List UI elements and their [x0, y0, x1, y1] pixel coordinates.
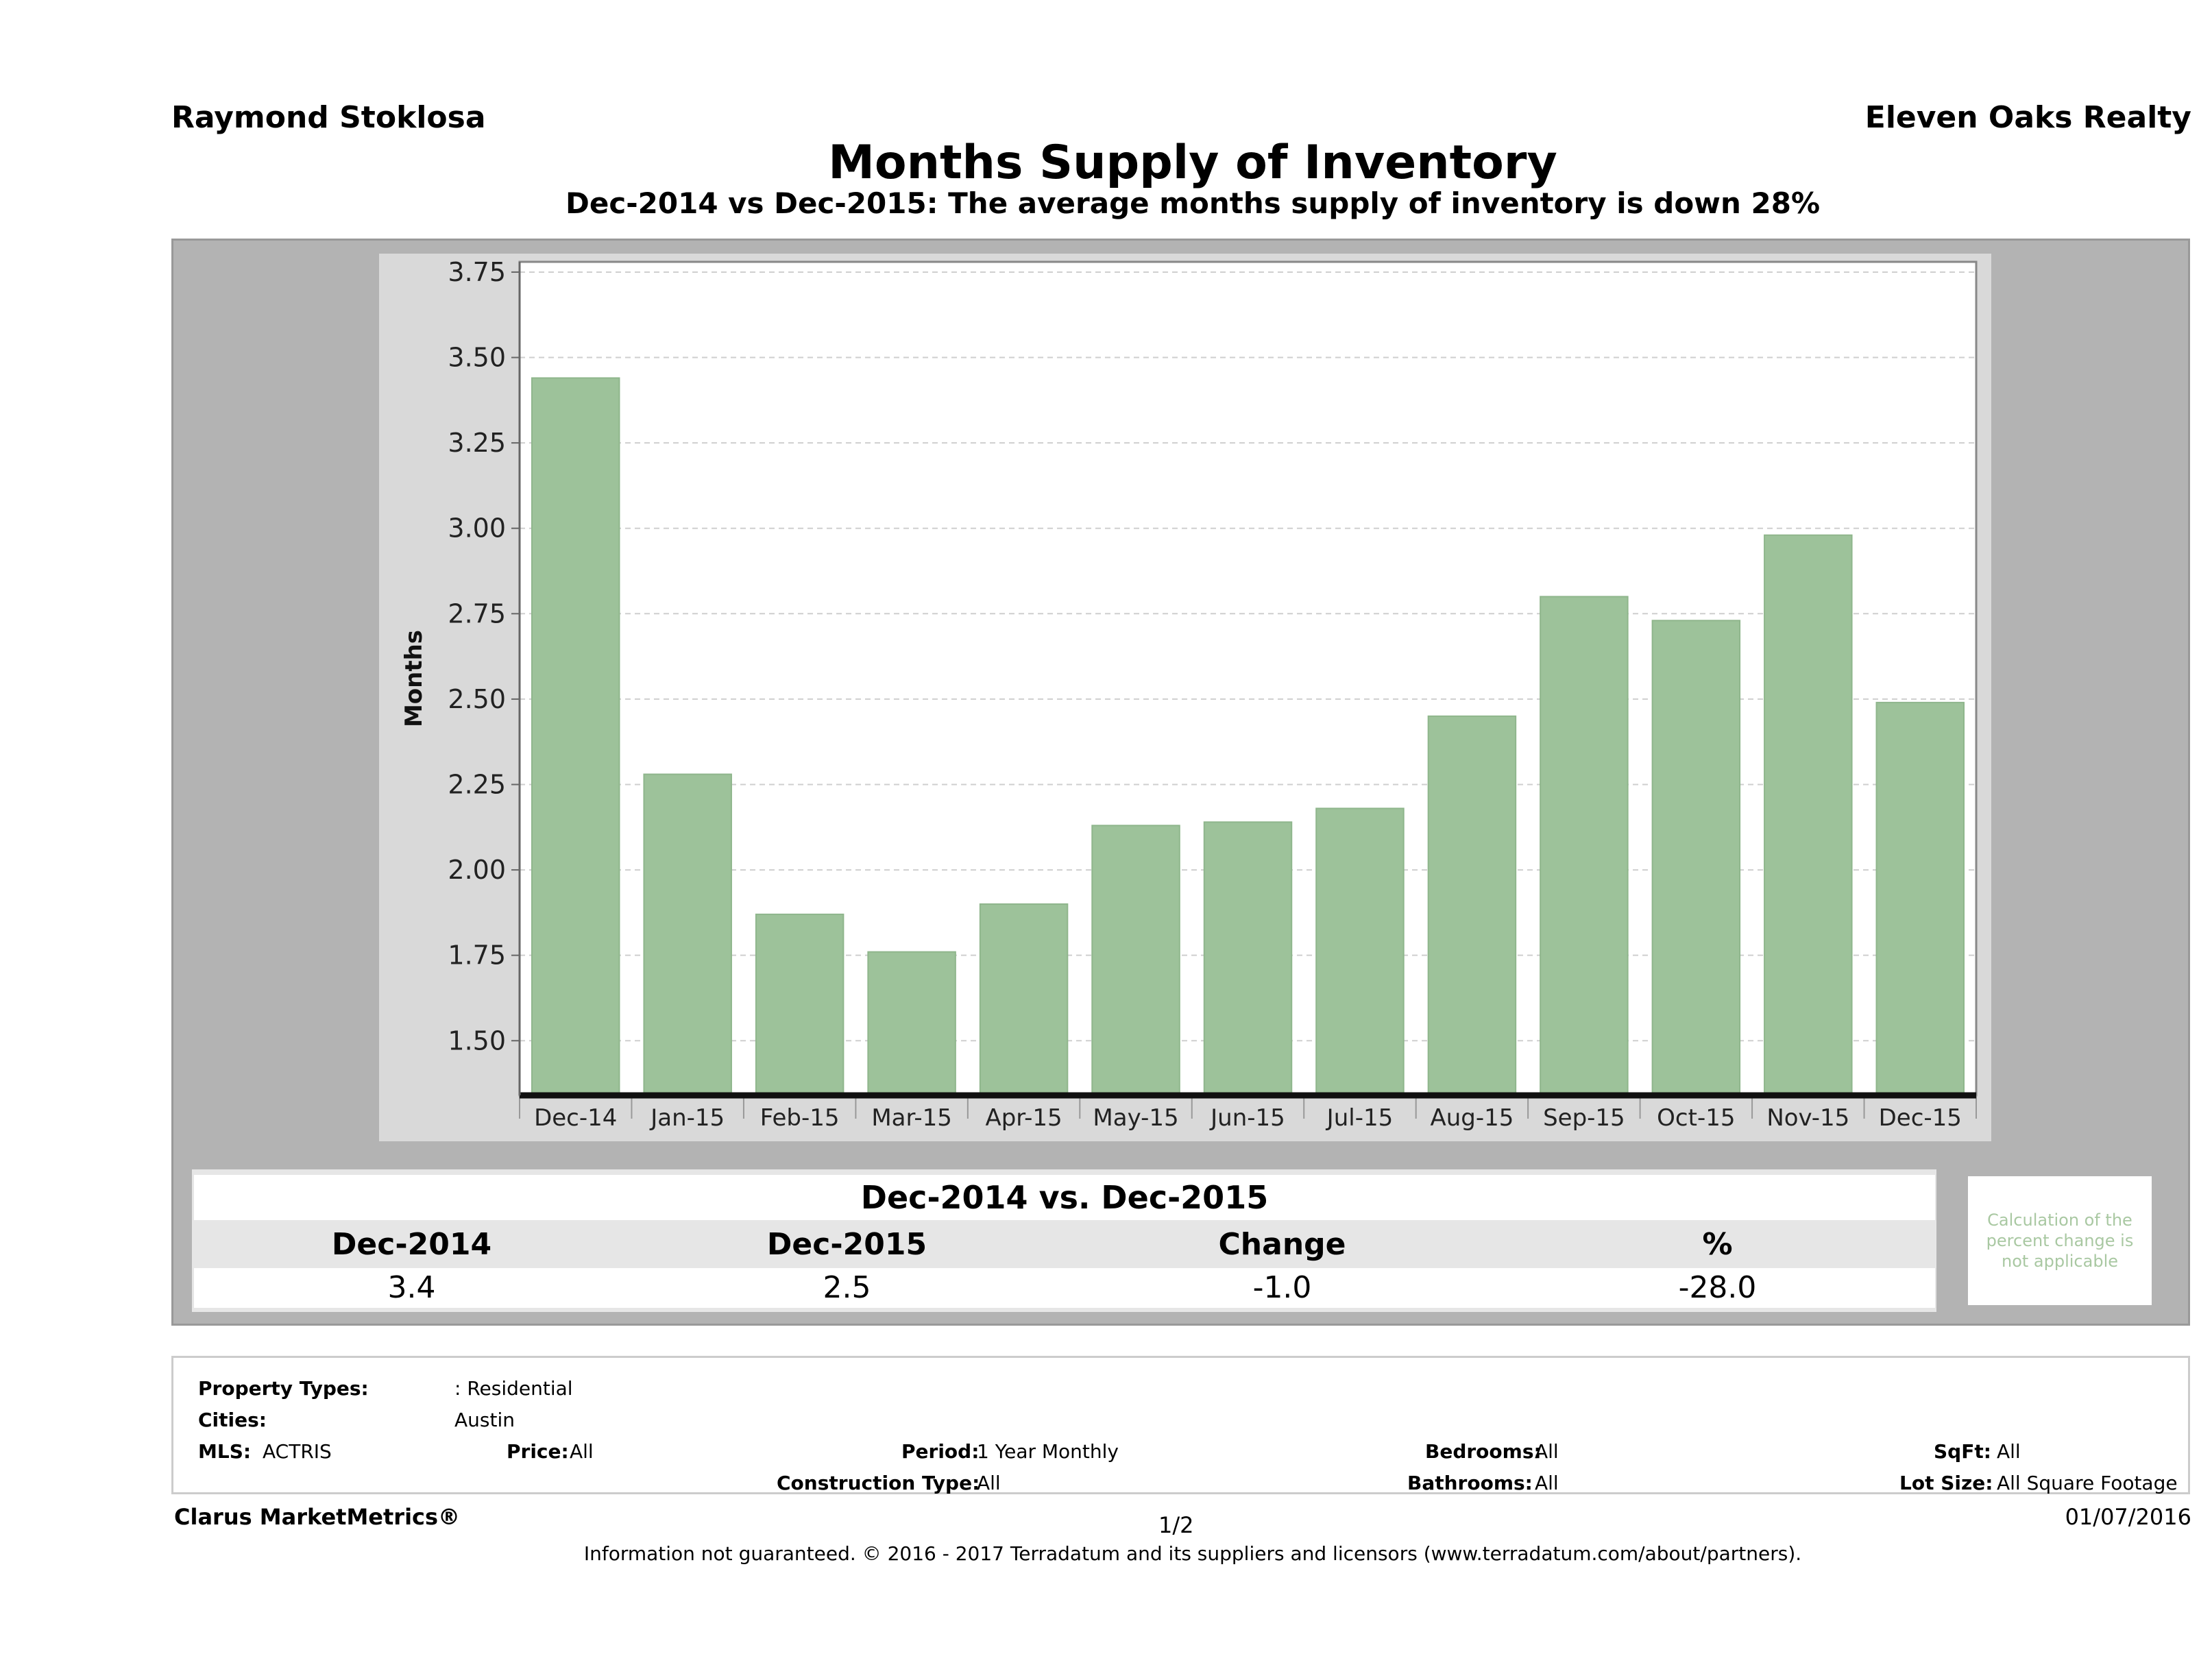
bar-chart: 1.50 1.75 2.00 2.25 2.50 2.75 3.00 3.25 3.50 3.75… [400, 257, 1978, 1132]
y-axis-label: Months [400, 630, 428, 727]
y-tick-label: 3.50 [448, 343, 506, 373]
period-value: 1 Year Monthly [977, 1440, 1119, 1463]
construction-type-value: All [977, 1472, 1001, 1494]
note-text: Calculation of the percent change is not… [1986, 1211, 2134, 1271]
summary-title: Dec-2014 vs. Dec-2015 [194, 1175, 1935, 1220]
y-tick-label: 3.00 [448, 513, 506, 544]
x-tick-label: Mar-15 [871, 1104, 952, 1132]
sqft-label: SqFt: [1934, 1440, 1991, 1463]
x-tick-label: Apr-15 [985, 1104, 1062, 1132]
percent-change-note: Calculation of the percent change is not… [1968, 1176, 2152, 1305]
company-name: Eleven Oaks Realty [1864, 100, 2191, 135]
bar [1651, 620, 1741, 1096]
summary-value-change: -1.0 [1252, 1270, 1312, 1305]
chart-subtitle: Dec-2014 vs Dec-2015: The average months… [565, 186, 1821, 220]
y-tick-label: 2.50 [448, 684, 506, 714]
x-tick-label: Oct-15 [1657, 1104, 1735, 1132]
mls-value: ACTRIS [263, 1440, 332, 1463]
x-tick-label: Jan-15 [649, 1104, 725, 1132]
x-tick-label: Aug-15 [1430, 1104, 1514, 1132]
y-tick-label: 1.75 [448, 940, 506, 971]
bar [531, 377, 620, 1096]
bar [1203, 821, 1293, 1096]
x-tick-label: May-15 [1093, 1104, 1178, 1132]
y-tick-label: 3.75 [448, 257, 506, 287]
y-tick-label: 1.50 [448, 1025, 506, 1056]
x-tick-label: Jul-15 [1326, 1104, 1394, 1132]
x-tick-label: Sep-15 [1543, 1104, 1625, 1132]
property-types-value: : Residential [454, 1377, 573, 1400]
summary-value-row [194, 1268, 1935, 1308]
bedrooms-value: All [1535, 1440, 1559, 1463]
mls-label: MLS: [198, 1440, 252, 1463]
cities-label: Cities: [198, 1409, 267, 1431]
summary-value-dec-2014: 3.4 [387, 1270, 436, 1305]
price-label: Price: [507, 1440, 569, 1463]
summary-value-dec-2015: 2.5 [823, 1270, 871, 1305]
bar [979, 903, 1069, 1096]
period-label: Period: [901, 1440, 980, 1463]
y-tick-label: 2.75 [448, 598, 506, 629]
y-tick-label: 3.25 [448, 428, 506, 458]
brand-footer: Clarus MarketMetrics® [174, 1504, 461, 1530]
y-tick-label: 2.00 [448, 855, 506, 885]
chart-title: Months Supply of Inventory [828, 136, 1557, 190]
bar [1764, 534, 1853, 1096]
bathrooms-value: All [1535, 1472, 1559, 1494]
summary-header-change: Change [1218, 1227, 1346, 1262]
lot-size-value: All Square Footage [1997, 1472, 2178, 1494]
x-tick-label: Feb-15 [760, 1104, 840, 1132]
bar [867, 951, 956, 1097]
criteria-box: Property Types: : Residential Cities: Au… [171, 1356, 2190, 1494]
sqft-value: All [1997, 1440, 2021, 1463]
construction-type-label: Construction Type: [777, 1472, 980, 1494]
lot-size-label: Lot Size: [1899, 1472, 1993, 1494]
bathrooms-label: Bathrooms: [1407, 1472, 1533, 1494]
summary-header-percent: % [1702, 1227, 1733, 1262]
summary-value-percent: -28.0 [1678, 1270, 1757, 1305]
agent-name: Raymond Stoklosa [171, 100, 486, 135]
summary-header-dec-2015: Dec-2015 [766, 1227, 927, 1262]
bar [1427, 715, 1517, 1096]
x-tick-label: Dec-15 [1879, 1104, 1962, 1132]
price-value: All [570, 1440, 594, 1463]
x-tick-label: Dec-14 [534, 1104, 617, 1132]
bar [1315, 807, 1405, 1097]
bar [755, 913, 844, 1096]
summary-header-dec-2014: Dec-2014 [331, 1227, 492, 1262]
disclaimer: Information not guaranteed. © 2016 - 201… [583, 1542, 1802, 1565]
bar [1875, 701, 1965, 1096]
property-types-label: Property Types: [198, 1377, 369, 1400]
page-number: 1/2 [1158, 1512, 1194, 1538]
report-date: 01/07/2016 [2065, 1504, 2191, 1530]
bar [1091, 825, 1180, 1097]
cities-value: Austin [454, 1409, 515, 1431]
bar [1540, 596, 1629, 1096]
x-tick-label: Jun-15 [1209, 1104, 1285, 1132]
bar [643, 773, 732, 1096]
bedrooms-label: Bedrooms: [1425, 1440, 1542, 1463]
x-tick-label: Nov-15 [1766, 1104, 1849, 1132]
y-tick-label: 2.25 [448, 769, 506, 799]
